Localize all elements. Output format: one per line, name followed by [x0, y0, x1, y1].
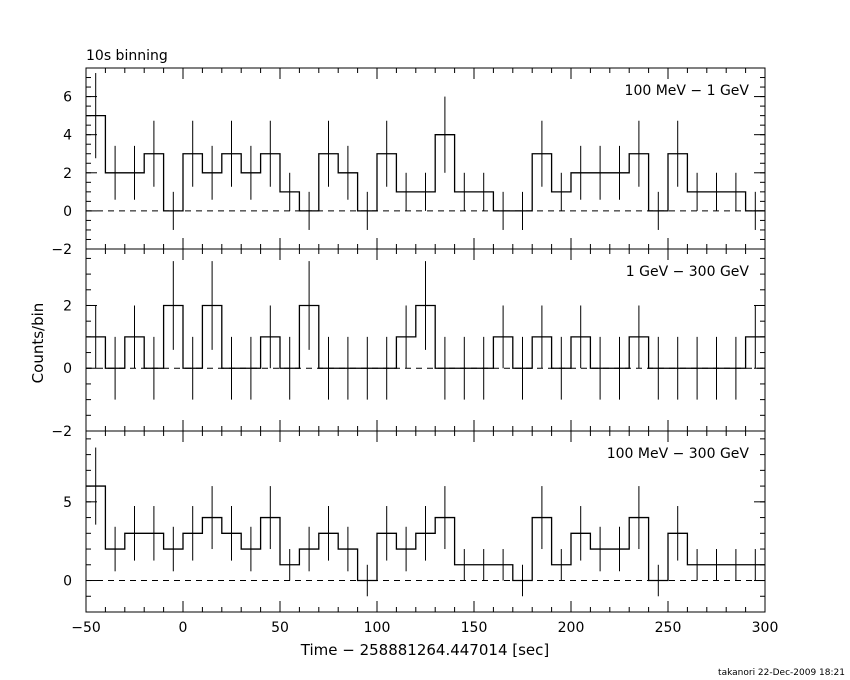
x-axis-label: Time − 258881264.447014 [sec]: [300, 641, 550, 659]
y-tick-label: 2: [63, 298, 72, 314]
y-tick-label: 0: [63, 204, 72, 220]
x-tick-label: 200: [558, 620, 585, 636]
y-tick-label: −2: [51, 242, 72, 258]
y-tick-label: 6: [63, 90, 72, 106]
step-line: [86, 304, 765, 369]
x-tick-label: 300: [752, 620, 779, 636]
step-line: [86, 485, 765, 582]
y-tick-label: −2: [51, 424, 72, 440]
energy-range-title: 100 MeV − 300 GeV: [607, 446, 750, 462]
x-tick-label: 0: [179, 620, 188, 636]
x-tick-label: 150: [461, 620, 488, 636]
panel-middle: −2 0 2 1 GeV − 300 GeV: [51, 248, 766, 440]
x-tick-label: 250: [655, 620, 682, 636]
y-tick-label: 4: [63, 128, 72, 144]
y-tick-label: 0: [63, 361, 72, 377]
energy-range-title: 1 GeV − 300 GeV: [626, 264, 750, 280]
panel-frame: [85, 430, 766, 613]
y-axis-label: Counts/bin: [29, 303, 47, 384]
y-tick-label: 0: [63, 574, 72, 590]
x-axis: −50 0 50 100 150 200 250 300: [71, 620, 778, 636]
panel-bottom: 0 5 100 MeV − 300 GeV: [63, 430, 766, 613]
panel-top: −2 0 2 4 6 100 MeV − 1 GeV: [51, 67, 766, 258]
x-tick-label: 50: [271, 620, 289, 636]
step-line: [86, 114, 765, 212]
y-tick-label: 5: [63, 495, 72, 511]
credit-footer: takanori 22-Dec-2009 18:21: [718, 668, 845, 678]
x-tick-label: 100: [364, 620, 391, 636]
x-tick-label: −50: [71, 620, 101, 636]
binning-label: 10s binning: [86, 48, 168, 64]
energy-range-title: 100 MeV − 1 GeV: [625, 83, 750, 99]
panels: −2 0 2 4 6 100 MeV − 1 GeV −2 0 2 1 GeV − 300 GeV…: [51, 67, 766, 613]
y-tick-label: 2: [63, 166, 72, 182]
